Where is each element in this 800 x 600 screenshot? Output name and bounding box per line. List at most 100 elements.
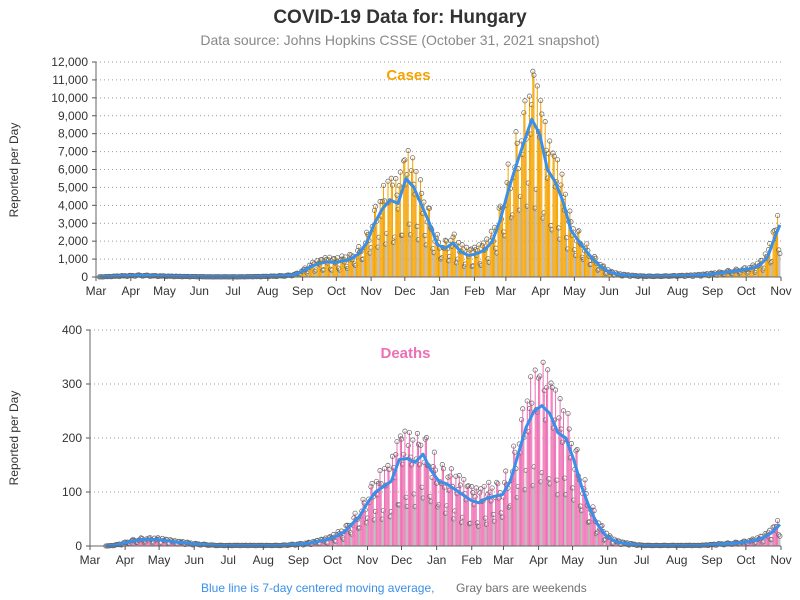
daily-bar <box>343 261 345 277</box>
daily-bar <box>451 486 453 546</box>
daily-bar <box>496 253 498 277</box>
daily-point <box>503 468 509 474</box>
daily-bar <box>557 159 559 277</box>
daily-point <box>489 485 495 491</box>
daily-bar <box>385 244 387 277</box>
daily-bar <box>528 96 530 277</box>
daily-bar <box>139 539 141 546</box>
daily-bar <box>750 269 752 277</box>
daily-bar <box>765 535 767 546</box>
daily-point <box>440 466 446 472</box>
daily-bar <box>542 362 544 546</box>
daily-bar <box>404 431 406 546</box>
daily-bar <box>341 256 343 277</box>
daily-point <box>550 150 556 156</box>
daily-bar <box>526 401 528 546</box>
daily-bar <box>533 75 535 277</box>
x-tick-label: Oct <box>323 553 342 567</box>
daily-bar <box>356 519 358 546</box>
daily-bar <box>778 249 780 277</box>
deaths-panel: 0 100 200 300 400 Reported per Day Deaths Mar Ap… <box>7 323 792 567</box>
daily-bar <box>307 271 309 277</box>
daily-bar <box>707 275 709 277</box>
daily-bar <box>583 250 585 277</box>
daily-bar <box>388 469 390 546</box>
daily-bar <box>455 262 457 277</box>
x-tick-label: May <box>148 553 171 567</box>
daily-point <box>401 158 407 164</box>
daily-point <box>414 430 420 436</box>
x-tick-label: Oct <box>737 553 756 567</box>
daily-bar <box>344 257 346 277</box>
daily-bar <box>432 248 434 277</box>
daily-point <box>494 479 500 485</box>
daily-point <box>532 367 538 373</box>
daily-bar <box>741 542 743 546</box>
daily-bar <box>312 262 314 277</box>
x-tick-label: Aug <box>257 284 278 298</box>
daily-bar <box>348 525 350 546</box>
daily-bar <box>621 275 623 277</box>
daily-point <box>543 385 550 391</box>
daily-point <box>423 435 429 441</box>
daily-bar <box>515 131 517 277</box>
daily-bar <box>576 449 578 546</box>
daily-bar <box>493 241 495 277</box>
daily-bar <box>445 241 447 277</box>
daily-bar <box>573 249 575 277</box>
daily-bar <box>747 543 749 546</box>
daily-bar <box>390 178 392 277</box>
daily-bar <box>455 476 457 546</box>
daily-bar <box>598 269 600 277</box>
daily-bar <box>581 257 583 277</box>
daily-bar <box>556 480 558 546</box>
daily-bar <box>738 544 740 546</box>
daily-bar <box>475 249 477 277</box>
daily-bar <box>604 539 606 546</box>
daily-bar <box>518 210 520 277</box>
daily-bar <box>460 250 462 277</box>
daily-bar <box>541 114 543 278</box>
daily-bar <box>591 258 593 277</box>
daily-point <box>417 177 424 183</box>
daily-point <box>448 466 454 472</box>
daily-bar <box>176 544 178 546</box>
panel-title: Deaths <box>380 345 430 362</box>
daily-bar <box>575 255 576 277</box>
daily-bar <box>742 270 744 277</box>
daily-bar <box>382 510 384 546</box>
daily-bar <box>512 214 514 277</box>
daily-bar <box>513 177 515 277</box>
daily-bar <box>534 370 536 546</box>
daily-point <box>393 452 399 458</box>
daily-bar <box>502 208 504 277</box>
daily-bar <box>708 275 710 277</box>
daily-bar <box>330 538 332 546</box>
daily-bar <box>573 500 575 546</box>
y-tick-label: 200 <box>62 431 82 445</box>
daily-bar <box>756 537 758 546</box>
daily-point <box>402 428 408 434</box>
daily-bar <box>500 512 502 546</box>
daily-point <box>401 451 407 457</box>
daily-bar <box>335 262 337 277</box>
daily-bar <box>765 256 767 277</box>
daily-bar <box>371 483 373 546</box>
daily-point <box>553 387 559 393</box>
daily-bar <box>479 492 481 546</box>
daily-bar <box>347 529 349 546</box>
daily-bar <box>543 390 545 546</box>
daily-bar <box>380 483 382 546</box>
daily-bar <box>414 194 416 277</box>
daily-bar <box>499 492 501 546</box>
daily-bar <box>450 240 452 277</box>
daily-point <box>447 473 453 479</box>
daily-point <box>415 441 422 447</box>
daily-point <box>529 400 535 406</box>
daily-bar <box>564 478 566 546</box>
daily-bar <box>362 259 364 277</box>
chart-subtitle: Data source: Johns Hopkins CSSE (October… <box>200 32 599 48</box>
daily-bar <box>555 390 557 546</box>
daily-bar <box>440 258 442 277</box>
daily-bar <box>157 537 159 546</box>
